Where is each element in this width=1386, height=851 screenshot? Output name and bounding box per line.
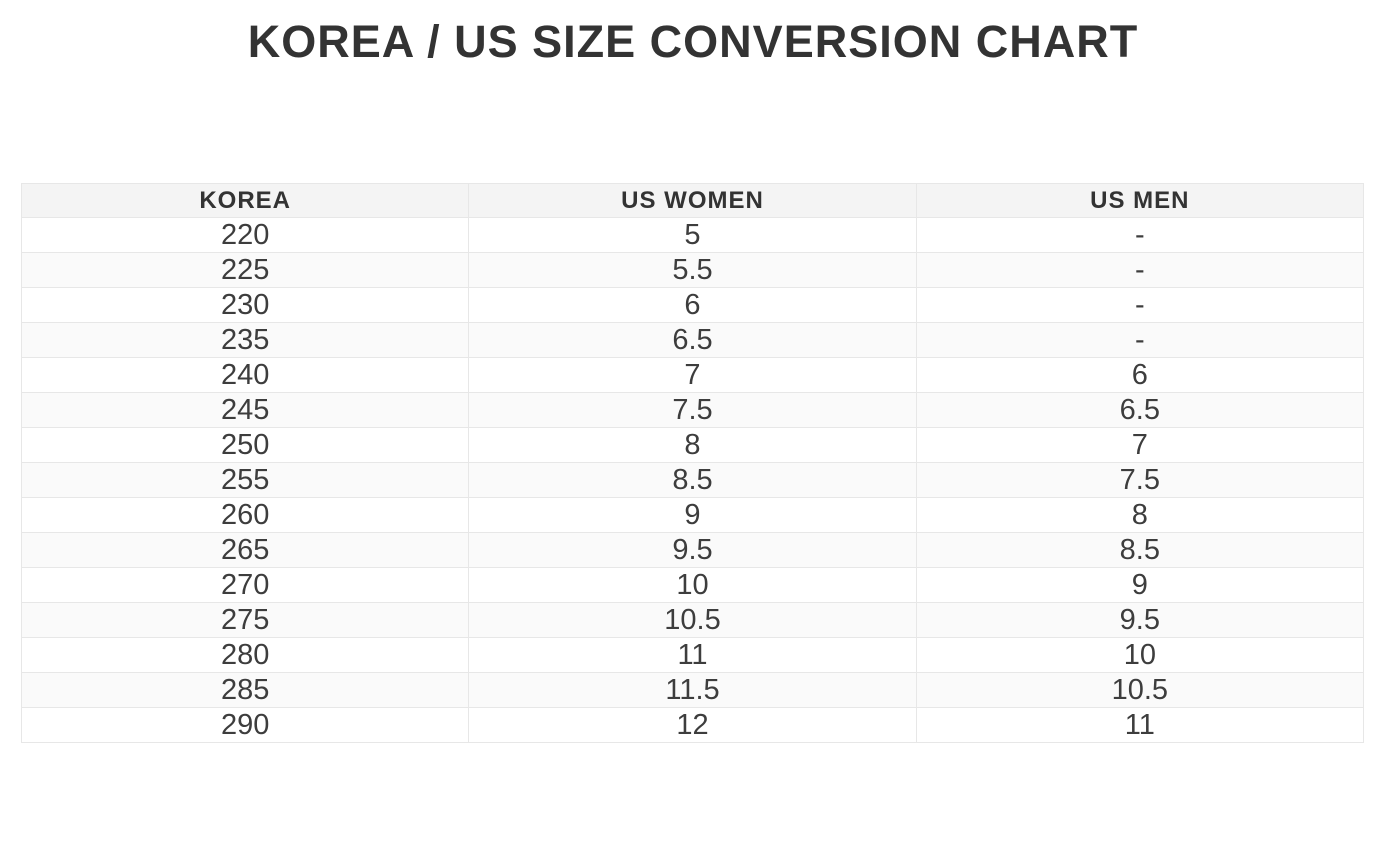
table-cell: 290 (20, 707, 470, 743)
table-cell: 235 (20, 322, 470, 358)
table-cell: 270 (20, 567, 470, 603)
table-row: 220 5- (20, 217, 1365, 253)
table-row: 255 8.5 7.5 (20, 462, 1365, 498)
table-cell: 12 (468, 707, 917, 743)
table-cell: 260 (20, 497, 470, 533)
table-cell: 8 (915, 497, 1365, 533)
table-cell: 11.5 (468, 672, 917, 708)
table-row: 245 7.5 6.5 (20, 392, 1365, 428)
table-row: 240 7 6 (20, 357, 1365, 393)
table-cell: 10.5 (468, 602, 917, 638)
table-cell: - (915, 217, 1365, 253)
table-cell: 11 (468, 637, 917, 673)
table-cell: - (915, 322, 1365, 358)
table-cell: 5 (468, 217, 917, 253)
table-cell: 285 (20, 672, 470, 708)
table-body: 220 5-225 5.5-230 6-235 6.5-240 7 6 245 7.5 6.5 25… (20, 217, 1365, 743)
table-cell: 5.5 (468, 252, 917, 288)
table-cell: 6 (915, 357, 1365, 393)
table-row: 275 10.5 9.5 (20, 602, 1365, 638)
table-cell: 250 (20, 427, 470, 463)
table-cell: 7 (915, 427, 1365, 463)
table-cell: 220 (20, 217, 470, 253)
column-header-korea: KOREA (20, 183, 470, 218)
table-cell: 7.5 (468, 392, 917, 428)
table-row: 260 9 8 (20, 497, 1365, 533)
table-header: KOREA US WOMEN US MEN (20, 183, 1365, 218)
table-cell: 245 (20, 392, 470, 428)
table-cell: - (915, 252, 1365, 288)
table-row: 235 6.5- (20, 322, 1365, 358)
page-title: KOREA / US SIZE CONVERSION CHART (247, 16, 1139, 67)
table-cell: 9.5 (915, 602, 1365, 638)
table-cell: 6 (468, 287, 917, 323)
size-chart-page: KOREA / US SIZE CONVERSION CHART KOREA US… (0, 16, 1386, 743)
table-cell: 10 (915, 637, 1365, 673)
table-cell: 11 (915, 707, 1365, 743)
table-cell: - (915, 287, 1365, 323)
table-row: 250 8 7 (20, 427, 1365, 463)
table-row: 265 9.5 8.5 (20, 532, 1365, 568)
table-row: 285 11.5 10.5 (20, 672, 1365, 708)
table-cell: 10 (468, 567, 917, 603)
table-cell: 280 (20, 637, 470, 673)
table-row: 280 11 10 (20, 637, 1365, 673)
table-row: 270 10 9 (20, 567, 1365, 603)
size-conversion-table: KOREA US WOMEN US MEN 220 5-225 5.5-230 6-235… (20, 183, 1365, 743)
table-cell: 9 (915, 567, 1365, 603)
table-cell: 8.5 (915, 532, 1365, 568)
table-row: 225 5.5- (20, 252, 1365, 288)
column-header-us-men: US MEN (915, 183, 1365, 218)
table-cell: 8 (468, 427, 917, 463)
table-cell: 225 (20, 252, 470, 288)
table-cell: 275 (20, 602, 470, 638)
column-header-us-women: US WOMEN (468, 183, 917, 218)
table-cell: 10.5 (915, 672, 1365, 708)
table-cell: 9.5 (468, 532, 917, 568)
table-row: 290 12 11 (20, 707, 1365, 743)
table-cell: 7 (468, 357, 917, 393)
table-cell: 6.5 (468, 322, 917, 358)
table-cell: 7.5 (915, 462, 1365, 498)
table-cell: 255 (20, 462, 470, 498)
table-cell: 9 (468, 497, 917, 533)
table-cell: 265 (20, 532, 470, 568)
table-header-row: KOREA US WOMEN US MEN (20, 183, 1365, 218)
table-cell: 240 (20, 357, 470, 393)
table-cell: 8.5 (468, 462, 917, 498)
table-row: 230 6- (20, 287, 1365, 323)
table-cell: 230 (20, 287, 470, 323)
table-cell: 6.5 (915, 392, 1365, 428)
